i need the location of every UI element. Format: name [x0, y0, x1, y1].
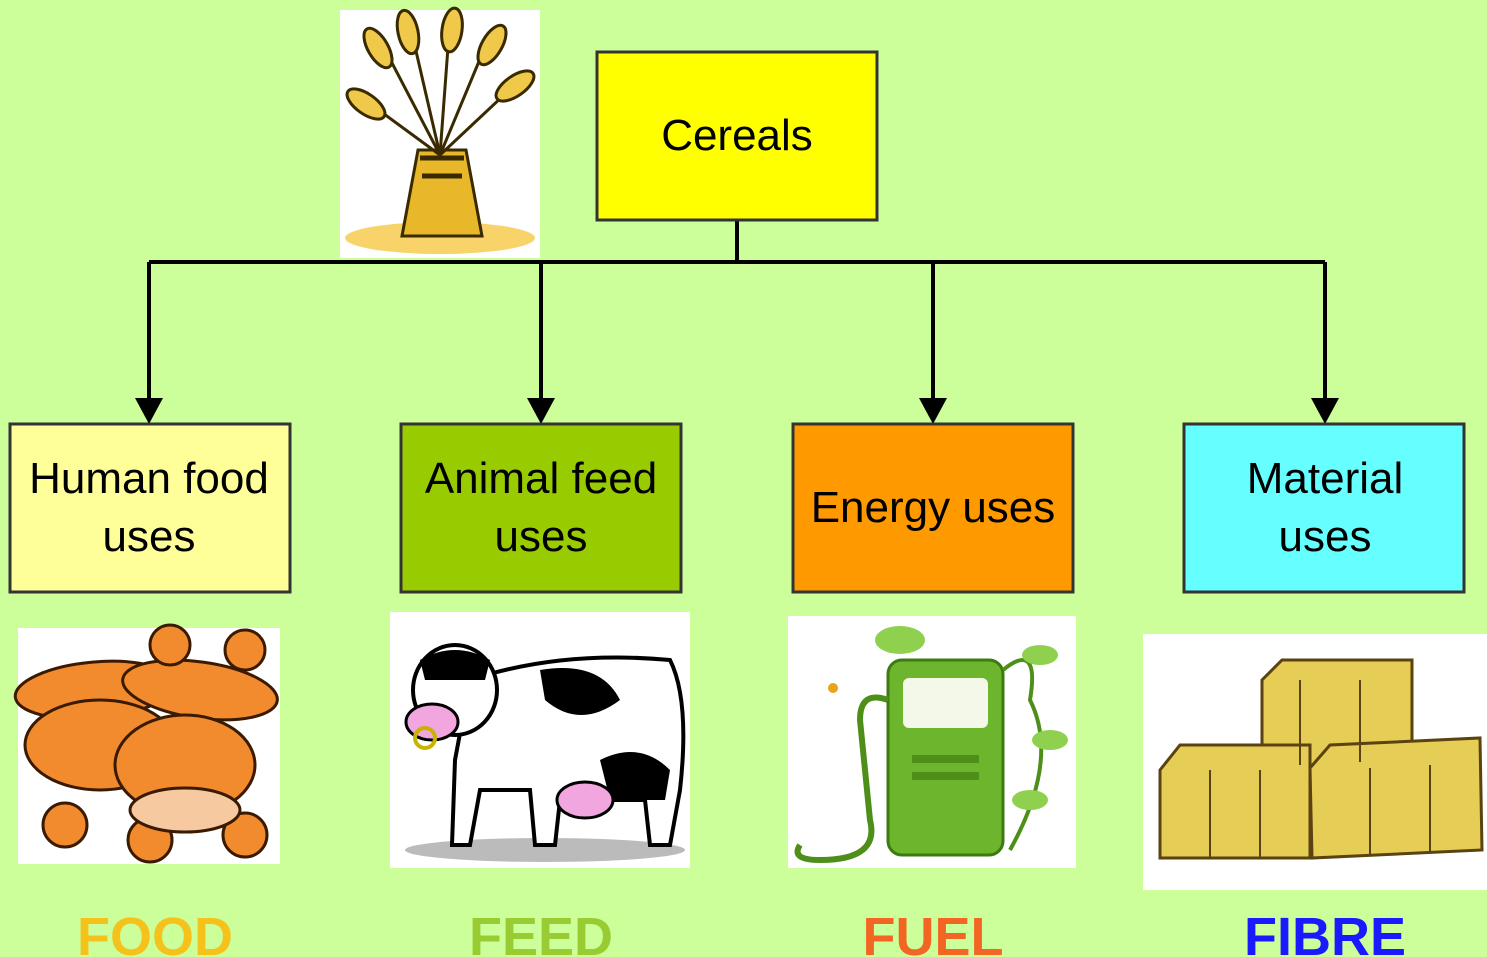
category-label: FIBRE: [1244, 907, 1406, 957]
category-label: FEED: [469, 907, 613, 957]
cow-image: [390, 612, 690, 868]
wheat-image: [340, 7, 540, 258]
diagram: Cereals: [0, 0, 1487, 957]
node-box: [1184, 424, 1464, 592]
node-box: [401, 424, 681, 592]
root-label: Cereals: [661, 111, 813, 160]
node-label: Animal feed: [425, 454, 657, 503]
node-label: Material: [1247, 454, 1404, 503]
category-label: FUEL: [863, 907, 1004, 957]
bread-image: [13, 625, 281, 864]
node-label: Energy uses: [811, 483, 1056, 532]
node-label: Human food: [29, 454, 269, 503]
category-label: FOOD: [77, 907, 233, 957]
node-box: [10, 424, 290, 592]
node-label: uses: [103, 512, 196, 561]
node-label: uses: [1279, 512, 1372, 561]
fuel-image: [788, 616, 1076, 868]
page: Cereals: [0, 0, 1487, 957]
hay-image: [1143, 634, 1487, 890]
node-label: uses: [495, 512, 588, 561]
